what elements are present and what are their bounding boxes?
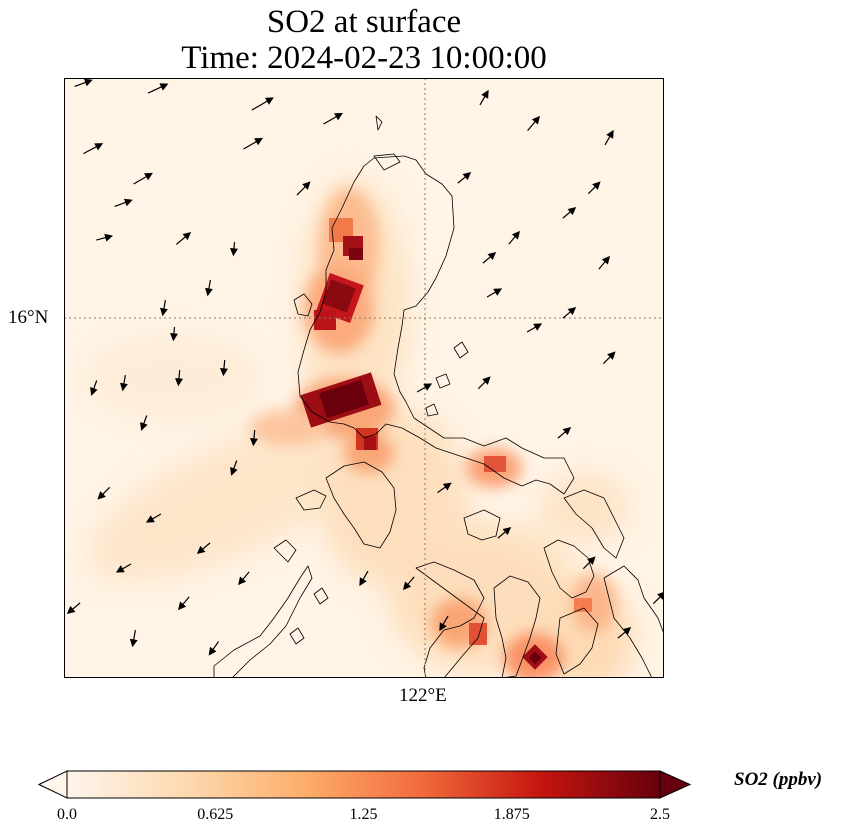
colorbar-extend-low xyxy=(38,770,68,799)
chart-title-line1: SO2 at surface xyxy=(266,4,462,40)
colorbar-extend-high xyxy=(659,770,692,799)
so2-hotspot-cells xyxy=(300,218,592,670)
latitude-label: 16°N xyxy=(8,307,49,328)
coastlines xyxy=(213,115,664,678)
colorbar-tick-label: 0.0 xyxy=(57,806,77,823)
colorbar xyxy=(38,770,692,799)
colorbar-tick-label: 2.5 xyxy=(650,806,670,823)
colorbar-tick-label: 1.875 xyxy=(493,806,530,823)
colorbar-tick-label: 1.25 xyxy=(349,806,378,823)
colorbar-gradient xyxy=(66,770,661,799)
map-frame xyxy=(64,78,664,678)
longitude-label: 122°E xyxy=(399,685,447,706)
wind-vectors xyxy=(66,78,664,656)
chart-title-line2: Time: 2024-02-23 10:00:00 xyxy=(181,40,547,76)
gridlines xyxy=(64,78,664,678)
colorbar-tick-label: 0.625 xyxy=(197,806,234,823)
map-plot xyxy=(64,78,664,678)
colorbar-label: SO2 (ppbv) xyxy=(734,769,823,790)
